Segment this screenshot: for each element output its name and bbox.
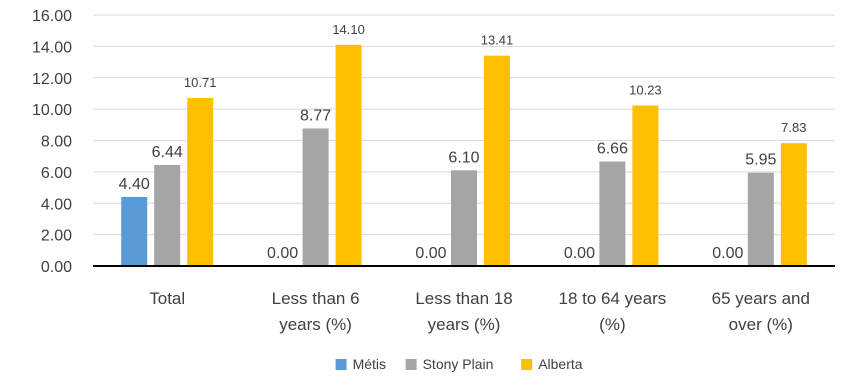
x-axis: Total Less than 6 years (%) Less than 18 yea… — [149, 289, 810, 334]
data-label: 0.00 — [564, 245, 595, 262]
x-tick-label: years (%) — [279, 315, 352, 334]
y-tick-label: 16.00 — [32, 8, 72, 25]
legend-item: Stony Plain — [405, 356, 494, 372]
data-label: 4.40 — [119, 176, 150, 193]
bar-alberta — [780, 143, 807, 266]
data-label: 10.71 — [184, 75, 217, 90]
bar-m-tis — [121, 196, 148, 266]
y-tick-label: 12.00 — [32, 71, 72, 88]
x-tick-label: 65 years and — [712, 289, 810, 308]
bar-stony-plain — [599, 161, 626, 266]
data-label: 10.23 — [629, 83, 662, 98]
data-label: 0.00 — [267, 245, 298, 262]
data-label: 6.10 — [448, 149, 479, 166]
legend-item: Alberta — [521, 356, 583, 372]
x-tick-label: 18 to 64 years — [559, 289, 667, 308]
bar-alberta — [335, 44, 362, 267]
bar-alberta — [187, 97, 214, 266]
data-label: 6.44 — [152, 144, 183, 161]
bars — [121, 44, 807, 267]
bar-stony-plain — [302, 128, 329, 266]
data-label: 6.66 — [597, 141, 628, 158]
y-tick-label: 14.00 — [32, 39, 72, 56]
y-axis: 0.00 2.00 4.00 6.00 8.00 10.00 12.00 14.00 16.00 — [32, 8, 72, 276]
x-tick-label: over (%) — [729, 315, 793, 334]
legend-swatch — [405, 359, 417, 370]
y-tick-label: 2.00 — [41, 228, 72, 245]
legend-swatch — [521, 359, 533, 370]
legend-label: Stony Plain — [423, 356, 494, 372]
data-label: 14.10 — [332, 22, 365, 37]
legend-label: Alberta — [538, 356, 583, 372]
bar-alberta — [632, 105, 659, 266]
data-label: 5.95 — [745, 152, 776, 169]
legend-swatch — [335, 359, 347, 370]
x-tick-label: years (%) — [428, 315, 501, 334]
data-label: 7.83 — [781, 120, 806, 135]
bar-stony-plain — [747, 172, 774, 266]
data-label: 13.41 — [481, 33, 514, 48]
y-tick-label: 10.00 — [32, 102, 72, 119]
x-tick-label: Less than 6 — [272, 289, 360, 308]
data-label: 8.77 — [300, 107, 331, 124]
bar-stony-plain — [451, 170, 477, 266]
y-tick-label: 4.00 — [41, 196, 72, 213]
data-label: 0.00 — [712, 245, 743, 262]
bar-stony-plain — [154, 164, 181, 266]
y-tick-label: 6.00 — [41, 165, 72, 182]
y-tick-label: 8.00 — [41, 134, 72, 151]
legend-label: Métis — [353, 356, 386, 372]
data-labels: 4.406.44 10.71 0.00 8.77 14.10 0.00 6.10 13.41 0… — [119, 22, 807, 262]
bar-alberta — [484, 55, 510, 266]
x-tick-label: Total — [149, 289, 185, 308]
legend-item: Métis — [335, 356, 386, 372]
legend: Métis Stony Plain Alberta — [335, 356, 583, 372]
y-tick-label: 0.00 — [41, 259, 72, 276]
x-tick-label: Less than 18 — [415, 289, 512, 308]
x-tick-label: (%) — [599, 315, 625, 334]
data-label: 0.00 — [415, 245, 446, 262]
